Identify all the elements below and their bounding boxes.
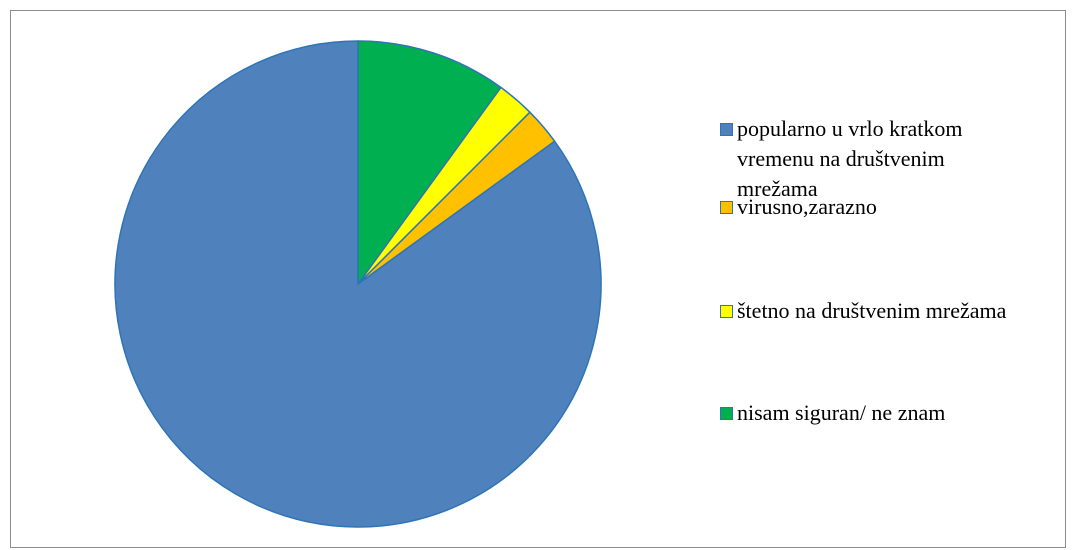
legend-label-2: virusno,zarazno (737, 194, 877, 219)
legend-swatch-1 (720, 123, 733, 136)
legend-item-2: virusno,zarazno (720, 192, 877, 222)
legend: popularno u vrlo kratkom vremenu na druš… (720, 0, 1060, 550)
legend-label-1: popularno u vrlo kratkom vremenu na druš… (737, 116, 963, 201)
legend-label-4: nisam siguran/ ne znam (737, 400, 946, 425)
legend-item-4: nisam siguran/ ne znam (720, 398, 945, 428)
legend-item-3: štetno na društvenim mrežama (720, 296, 1006, 326)
legend-swatch-2 (720, 201, 733, 214)
legend-swatch-4 (720, 407, 733, 420)
chart-frame (10, 10, 1066, 548)
pie-slice-4 (357, 40, 502, 285)
legend-item-1: popularno u vrlo kratkom vremenu na druš… (720, 114, 997, 204)
legend-label-3: štetno na društvenim mrežama (737, 298, 1007, 323)
legend-swatch-3 (720, 305, 733, 318)
